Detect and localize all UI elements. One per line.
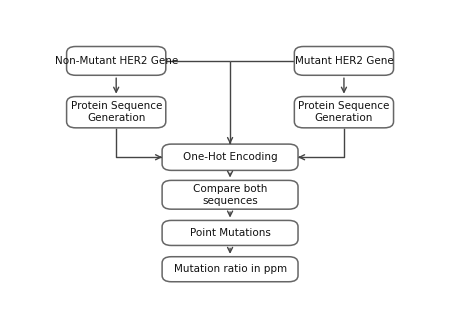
FancyBboxPatch shape	[162, 220, 298, 245]
Text: Protein Sequence
Generation: Protein Sequence Generation	[71, 101, 162, 123]
FancyBboxPatch shape	[162, 180, 298, 209]
FancyBboxPatch shape	[294, 46, 393, 75]
FancyBboxPatch shape	[162, 257, 298, 282]
Text: Point Mutations: Point Mutations	[190, 228, 271, 238]
FancyBboxPatch shape	[66, 46, 166, 75]
Text: Compare both
sequences: Compare both sequences	[193, 184, 267, 206]
Text: Non-Mutant HER2 Gene: Non-Mutant HER2 Gene	[55, 56, 178, 66]
Text: Mutation ratio in ppm: Mutation ratio in ppm	[173, 264, 287, 274]
Text: Protein Sequence
Generation: Protein Sequence Generation	[298, 101, 390, 123]
Text: Mutant HER2 Gene: Mutant HER2 Gene	[294, 56, 393, 66]
FancyBboxPatch shape	[162, 144, 298, 170]
FancyBboxPatch shape	[294, 97, 393, 128]
Text: One-Hot Encoding: One-Hot Encoding	[183, 152, 277, 162]
FancyBboxPatch shape	[66, 97, 166, 128]
